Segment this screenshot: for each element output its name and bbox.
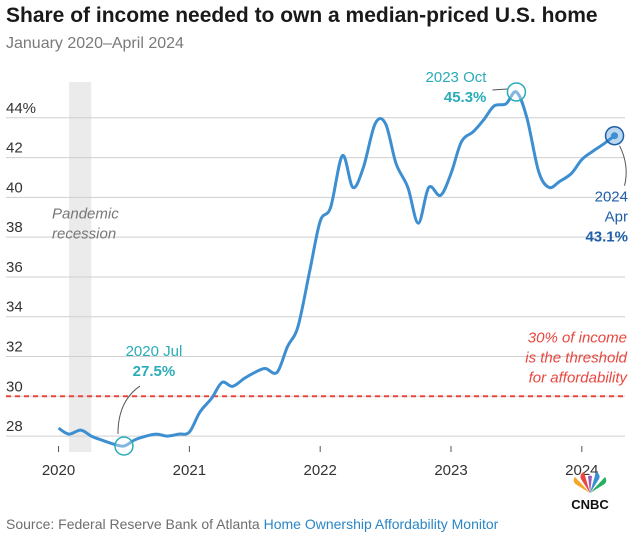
latest-date-label: Apr (605, 209, 628, 226)
x-tick-label: 2023 (434, 462, 467, 479)
threshold-label: 30% of income (528, 330, 627, 347)
threshold-label: is the threshold (525, 350, 627, 367)
threshold-label: for affordability (529, 370, 629, 387)
recession-shade (69, 82, 92, 452)
recession-label: Pandemic (52, 205, 119, 222)
low-date-label: 2020 Jul (126, 343, 183, 360)
peak-value-label: 45.3% (444, 89, 487, 106)
chart-title: Share of income needed to own a median-p… (6, 4, 598, 27)
x-tick-label: 2022 (303, 462, 336, 479)
cnbc-logo-text: CNBC (571, 497, 609, 512)
low-value-label: 27.5% (133, 363, 176, 380)
source-prefix: Source: Federal Reserve Bank of Atlanta (6, 516, 264, 532)
low-marker (114, 436, 134, 456)
peak-date-label: 2023 Oct (426, 69, 488, 86)
latest-leader (619, 145, 627, 186)
series-line (57, 90, 616, 448)
peak-leader (492, 88, 508, 91)
y-tick-label: 34 (6, 299, 23, 316)
latest-value-label: 43.1% (585, 229, 628, 246)
y-tick-label: 28 (6, 418, 23, 435)
latest-date-label: 2024 (595, 189, 628, 206)
low-leader (117, 385, 141, 435)
annotations: Pandemic recession 30% of income is the thr… (52, 69, 629, 456)
recession-label: recession (52, 225, 116, 242)
y-tick-label: 38 (6, 219, 23, 236)
y-tick-label: 36 (6, 259, 23, 276)
y-tick-label: 44% (6, 100, 36, 117)
y-axis-ticks: 28 30 32 34 36 38 40 42 44% (6, 100, 36, 435)
x-tick-label: 2020 (42, 462, 75, 479)
y-tick-label: 42 (6, 140, 23, 157)
x-tick-label: 2021 (173, 462, 206, 479)
cnbc-logo: CNBC (571, 472, 609, 512)
y-tick-label: 40 (6, 179, 23, 196)
peak-marker (506, 82, 527, 102)
x-axis-ticks: 2020 2021 2022 2023 2024 (42, 446, 599, 479)
source-note: Source: Federal Reserve Bank of Atlanta … (6, 516, 498, 532)
chart-subtitle: January 2020–April 2024 (6, 35, 184, 52)
source-link[interactable]: Home Ownership Affordability Monitor (263, 516, 499, 532)
y-tick-label: 32 (6, 339, 23, 356)
y-tick-label: 30 (6, 378, 23, 395)
latest-dot (611, 132, 619, 140)
x-tick-label: 2024 (565, 462, 598, 479)
grid-lines (6, 117, 625, 437)
